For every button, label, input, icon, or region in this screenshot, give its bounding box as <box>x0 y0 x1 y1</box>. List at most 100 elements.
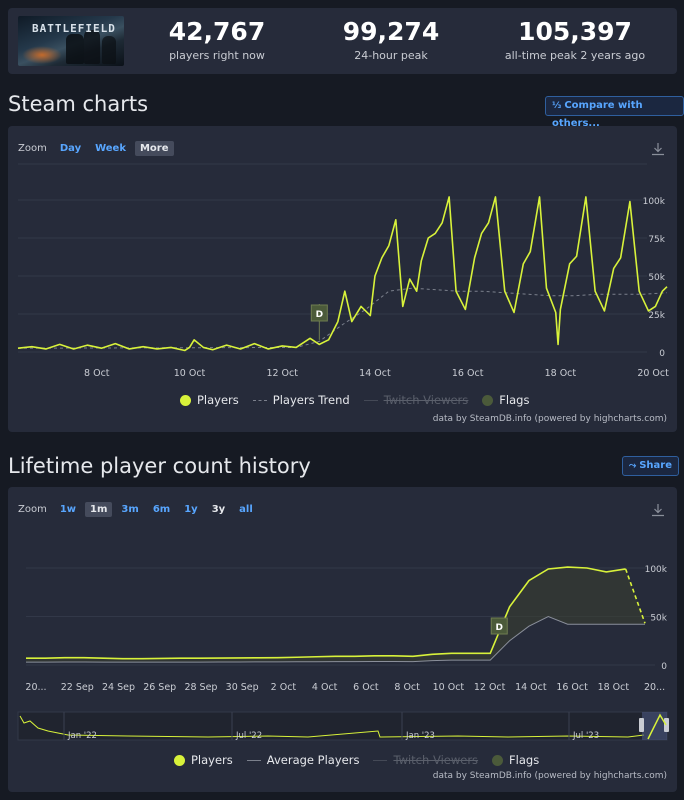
thumbnail-title: BATTLEFIELD <box>32 22 116 35</box>
lifetime-title: Lifetime player count history <box>8 454 311 478</box>
compare-button[interactable]: ⅓ Compare with others... <box>545 96 684 129</box>
lifetime-chart-legend: Players Average Players Twitch Viewers F… <box>174 753 553 767</box>
x-tick-label: 2 Oct <box>271 682 297 693</box>
zoom-more-button[interactable]: More <box>134 141 174 156</box>
stat-label: players right now <box>169 49 265 62</box>
x-tick-label: 12 Oct <box>266 368 298 379</box>
y-tick-label: 0 <box>659 349 665 359</box>
y-tick-label: 0 <box>661 662 667 672</box>
zoom-1w-button[interactable]: 1w <box>59 504 77 515</box>
players-line <box>17 196 668 352</box>
x-tick-label: 4 Oct <box>312 682 338 693</box>
x-tick-label: 28 Sep <box>184 682 217 693</box>
legend-dot <box>180 394 191 406</box>
thumbnail-fire <box>22 46 62 64</box>
x-tick-label: 30 Sep <box>226 682 259 693</box>
x-tick-label: 12 Oct <box>474 682 506 693</box>
stat-label: 24-hour peak <box>354 49 428 62</box>
x-tick-label: 10 Oct <box>174 368 206 379</box>
x-tick-label: 22 Sep <box>61 682 94 693</box>
x-tick-label: 16 Oct <box>556 682 588 693</box>
legend-flags[interactable]: Flags <box>492 753 539 767</box>
share-button[interactable]: ⤳ Share <box>622 456 679 476</box>
zoom-6m-button[interactable]: 6m <box>152 504 171 515</box>
legend-average-players[interactable]: Average Players <box>246 753 359 767</box>
thumbnail-soldier <box>66 34 84 64</box>
navigator-panel <box>17 711 668 741</box>
flag-label: D <box>496 623 503 633</box>
navigator-label: Jan '23 <box>405 731 435 741</box>
stat-value: 42,767 <box>168 17 266 46</box>
lifetime-chart[interactable]: 0 50k 100k D 20... 22 Sep 24 Sep 26 Sep 28 Sep 30… <box>8 487 677 749</box>
thumbnail-soldier <box>84 30 100 64</box>
zoom-label: Zoom <box>18 143 47 154</box>
steam-chart[interactable]: 0 25k 50k 75k 100k 8 Oct 10 Oct 12 Oct 14 Oct 16 … <box>8 126 677 406</box>
download-icon[interactable] <box>651 503 665 517</box>
navigator-label: Jul '22 <box>235 731 262 741</box>
players-line <box>26 566 626 660</box>
stat-value: 99,274 <box>342 17 440 46</box>
stat-current: 42,767 players right now <box>132 17 302 63</box>
zoom-1y-button[interactable]: 1y <box>184 504 198 515</box>
legend-dot <box>492 754 504 766</box>
players-area <box>26 567 645 663</box>
navigator-handle-left <box>639 718 644 732</box>
navigator-line <box>19 715 645 738</box>
compare-icon: ⅓ <box>552 101 562 111</box>
download-icon[interactable] <box>651 142 665 156</box>
navigator-handle-right <box>664 718 669 732</box>
x-tick-label: 14 Oct <box>359 368 391 379</box>
y-tick-label: 25k <box>648 311 665 321</box>
x-tick-label: 14 Oct <box>515 682 547 693</box>
zoom-day-button[interactable]: Day <box>59 143 82 154</box>
x-tick-label: 16 Oct <box>452 368 484 379</box>
y-tick-label: 75k <box>648 235 665 245</box>
legend-line <box>246 759 261 761</box>
x-tick-label: 20 Oct <box>637 368 669 379</box>
x-tick-label: 20... <box>644 682 665 693</box>
game-thumbnail[interactable]: BATTLEFIELD <box>18 16 124 66</box>
stat-value: 105,397 <box>518 17 632 46</box>
zoom-3y-button[interactable]: 3y <box>211 504 226 515</box>
x-tick-label: 26 Sep <box>143 682 176 693</box>
y-tick-label: 50k <box>648 273 665 283</box>
steam-charts-title: Steam charts <box>8 92 149 116</box>
legend-players-trend[interactable]: Players Trend <box>252 393 350 407</box>
steam-chart-legend: Players Players Trend Twitch Viewers Fla… <box>180 393 543 407</box>
legend-twitch-viewers[interactable]: Twitch Viewers <box>363 393 468 407</box>
zoom-3m-button[interactable]: 3m <box>121 504 139 515</box>
legend-players[interactable]: Players <box>174 753 233 767</box>
flag-label: D <box>316 310 323 320</box>
x-tick-label: 10 Oct <box>433 682 465 693</box>
zoom-label: Zoom <box>18 504 47 515</box>
x-tick-label: 18 Oct <box>598 682 630 693</box>
x-tick-label: 20... <box>25 682 46 693</box>
lifetime-panel: Zoom 1w 1m 3m 6m 1y 3y all 0 50k 100k D 20..… <box>8 487 677 792</box>
credit-text[interactable]: data by SteamDB.info (powered by highcha… <box>432 771 667 781</box>
flag-marker <box>490 617 508 635</box>
y-tick-label: 50k <box>650 614 667 624</box>
legend-flags[interactable]: Flags <box>482 393 529 407</box>
zoom-1m-button[interactable]: 1m <box>85 502 113 517</box>
legend-twitch-viewers[interactable]: Twitch Viewers <box>373 753 478 767</box>
legend-players[interactable]: Players <box>180 393 239 407</box>
legend-line <box>373 759 388 761</box>
flag-marker <box>310 304 328 322</box>
stats-header: BATTLEFIELD 42,767 players right now 99,… <box>8 8 677 74</box>
navigator-label: Jul '23 <box>572 731 599 741</box>
stat-24h-peak: 99,274 24-hour peak <box>306 17 476 63</box>
zoom-all-button[interactable]: all <box>239 504 253 515</box>
stat-label: all-time peak 2 years ago <box>504 49 646 62</box>
legend-dot <box>482 394 494 406</box>
share-icon: ⤳ <box>629 461 637 471</box>
navigator-line-recent <box>647 713 667 740</box>
zoom-week-button[interactable]: Week <box>95 143 126 154</box>
legend-line <box>363 399 378 401</box>
navigator-label: Jan '22 <box>67 731 97 741</box>
x-tick-label: 8 Oct <box>84 368 110 379</box>
credit-text[interactable]: data by SteamDB.info (powered by highcha… <box>432 414 667 424</box>
x-tick-label: 24 Sep <box>102 682 135 693</box>
zoom-controls: Zoom Day Week More <box>18 141 178 156</box>
trend-line <box>17 287 668 349</box>
y-tick-label: 100k <box>645 565 668 575</box>
